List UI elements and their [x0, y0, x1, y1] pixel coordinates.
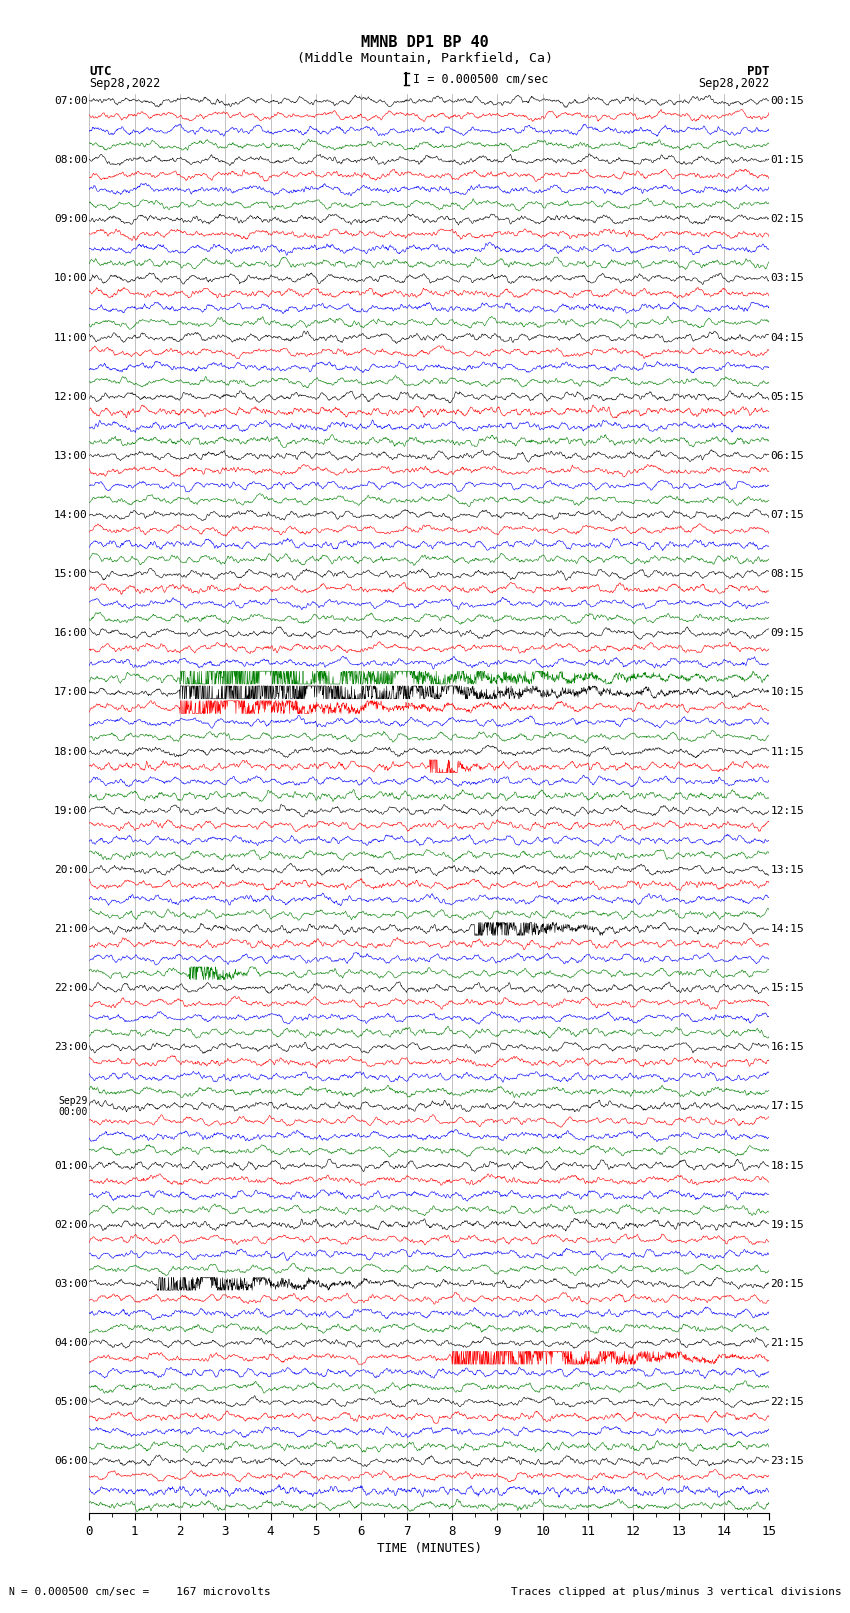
Text: 18:15: 18:15 — [771, 1160, 804, 1171]
Text: 16:15: 16:15 — [771, 1042, 804, 1052]
Text: 22:00: 22:00 — [54, 982, 88, 994]
Text: 15:00: 15:00 — [54, 569, 88, 579]
Text: 18:00: 18:00 — [54, 747, 88, 756]
Text: 16:00: 16:00 — [54, 627, 88, 639]
Text: 17:00: 17:00 — [54, 687, 88, 697]
Text: N: N — [8, 1587, 14, 1597]
Text: 09:15: 09:15 — [771, 627, 804, 639]
Text: 13:00: 13:00 — [54, 450, 88, 461]
Text: 08:15: 08:15 — [771, 569, 804, 579]
Text: 20:15: 20:15 — [771, 1279, 804, 1289]
Text: 01:00: 01:00 — [54, 1160, 88, 1171]
Text: 21:15: 21:15 — [771, 1337, 804, 1348]
Text: 07:00: 07:00 — [54, 95, 88, 106]
Text: 03:00: 03:00 — [54, 1279, 88, 1289]
Text: 14:00: 14:00 — [54, 510, 88, 519]
Text: 22:15: 22:15 — [771, 1397, 804, 1407]
Text: 06:15: 06:15 — [771, 450, 804, 461]
Text: 10:15: 10:15 — [771, 687, 804, 697]
Text: 11:00: 11:00 — [54, 332, 88, 342]
Text: 08:00: 08:00 — [54, 155, 88, 165]
Text: PDT: PDT — [747, 65, 769, 77]
Text: 23:15: 23:15 — [771, 1457, 804, 1466]
Text: 13:15: 13:15 — [771, 865, 804, 874]
Text: 19:15: 19:15 — [771, 1219, 804, 1229]
Text: = 0.000500 cm/sec =    167 microvolts: = 0.000500 cm/sec = 167 microvolts — [21, 1587, 271, 1597]
Text: 15:15: 15:15 — [771, 982, 804, 994]
Text: 04:00: 04:00 — [54, 1337, 88, 1348]
Text: 12:00: 12:00 — [54, 392, 88, 402]
Text: 01:15: 01:15 — [771, 155, 804, 165]
Text: Sep28,2022: Sep28,2022 — [698, 77, 769, 90]
Text: 02:15: 02:15 — [771, 215, 804, 224]
Text: 19:00: 19:00 — [54, 805, 88, 816]
Text: 05:15: 05:15 — [771, 392, 804, 402]
Text: Traces clipped at plus/minus 3 vertical divisions: Traces clipped at plus/minus 3 vertical … — [511, 1587, 842, 1597]
Text: 20:00: 20:00 — [54, 865, 88, 874]
X-axis label: TIME (MINUTES): TIME (MINUTES) — [377, 1542, 482, 1555]
Text: 04:15: 04:15 — [771, 332, 804, 342]
Text: 11:15: 11:15 — [771, 747, 804, 756]
Text: 05:00: 05:00 — [54, 1397, 88, 1407]
Text: 09:00: 09:00 — [54, 215, 88, 224]
Text: Sep28,2022: Sep28,2022 — [89, 77, 161, 90]
Text: 17:15: 17:15 — [771, 1102, 804, 1111]
Text: MMNB DP1 BP 40: MMNB DP1 BP 40 — [361, 35, 489, 50]
Text: 10:00: 10:00 — [54, 273, 88, 284]
Text: I = 0.000500 cm/sec: I = 0.000500 cm/sec — [413, 73, 548, 85]
Text: 02:00: 02:00 — [54, 1219, 88, 1229]
Text: 12:15: 12:15 — [771, 805, 804, 816]
Text: 21:00: 21:00 — [54, 924, 88, 934]
Text: 06:00: 06:00 — [54, 1457, 88, 1466]
Text: UTC: UTC — [89, 65, 111, 77]
Text: (Middle Mountain, Parkfield, Ca): (Middle Mountain, Parkfield, Ca) — [297, 52, 553, 65]
Text: 23:00: 23:00 — [54, 1042, 88, 1052]
Text: 07:15: 07:15 — [771, 510, 804, 519]
Text: 14:15: 14:15 — [771, 924, 804, 934]
Text: 00:15: 00:15 — [771, 95, 804, 106]
Text: 03:15: 03:15 — [771, 273, 804, 284]
Text: Sep29
00:00: Sep29 00:00 — [59, 1095, 88, 1118]
